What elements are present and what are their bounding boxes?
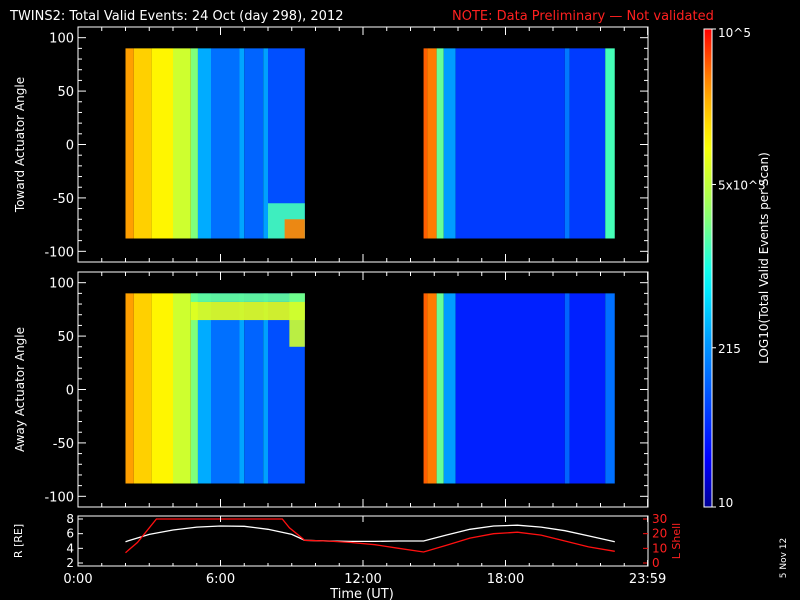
colorbar-label: LOG10(Total Valid Events per Scan) <box>757 152 771 364</box>
left-tick-label: 8 <box>66 512 74 526</box>
heatmap-cell-1-1 <box>427 48 437 239</box>
y-tick-label: 100 <box>49 32 74 47</box>
lshell-series-line <box>125 518 615 554</box>
heatmap-cell-0-7 <box>239 293 245 484</box>
radius-ylabel: R [RE] <box>12 524 25 558</box>
right-tick-label: 0 <box>652 556 660 570</box>
radius-series-line <box>125 524 615 543</box>
heatmap-cell-1-0 <box>423 293 428 484</box>
heatmap-cell-0-4 <box>190 48 198 239</box>
heatmap-cell-0-9 <box>263 293 268 484</box>
y-tick-label: -100 <box>44 245 74 260</box>
heatmap-cell-0-8 <box>244 48 264 239</box>
heatmap-cell-1-2 <box>436 293 444 484</box>
heatmap-cell-0-6 <box>211 293 240 484</box>
away-angle-ylabel: Away Actuator Angle <box>13 327 27 452</box>
colorbar-frame <box>703 28 713 508</box>
lshell-ylabel: L Shell <box>670 523 683 559</box>
toward-angle-ylabel: Toward Actuator Angle <box>13 77 27 213</box>
heatmap-patch-0-1 <box>284 219 305 239</box>
heatmap-cell-0-1 <box>133 48 152 239</box>
colorbar-tick-label: 10 <box>718 496 733 510</box>
y-tick-label: -100 <box>44 490 74 505</box>
heatmap-cell-0-2 <box>151 48 173 239</box>
left-tick-label: 2 <box>66 556 74 570</box>
x-tick-label: 23:59 <box>629 572 666 587</box>
preliminary-note: NOTE: Data Preliminary — Not validated <box>452 9 714 24</box>
heatmap-cell-0-9 <box>263 48 268 239</box>
heatmap-cell-0-7 <box>239 48 245 239</box>
heatmap-cell-1-3 <box>443 293 456 484</box>
heatmap-cell-1-0 <box>423 48 428 239</box>
y-tick-label: -50 <box>53 437 74 452</box>
y-tick-label: -50 <box>53 192 74 207</box>
chart-title: TWINS2: Total Valid Events: 24 Oct (day … <box>9 9 344 24</box>
y-tick-label: 50 <box>57 330 74 345</box>
x-tick-label: 12:00 <box>344 572 381 587</box>
toward-angle-panel: -100 -50 0 50 100 <box>44 26 649 263</box>
generation-date: 5 Nov 12 <box>779 538 789 578</box>
heatmap-cell-1-7 <box>605 293 615 484</box>
y-tick-label: 100 <box>49 277 74 292</box>
heatmap-cell-0-1 <box>133 293 152 484</box>
heatmap-cell-0-5 <box>197 48 211 239</box>
time-xlabel: Time (UT) <box>329 587 394 600</box>
colorbar-tick-label: 5x10^3 <box>718 178 766 192</box>
heatmap-cell-0-4 <box>190 293 198 484</box>
colorbar: 10 215 5x10^3 10^5 <box>703 26 766 510</box>
heatmap-patch-0-0 <box>190 301 305 321</box>
heatmap-cell-1-4 <box>455 293 565 484</box>
x-tick-label: 6:00 <box>206 572 235 587</box>
heatmap-cell-0-0 <box>125 293 134 484</box>
heatmap-cell-1-4 <box>455 48 565 239</box>
heatmap-cell-1-6 <box>569 293 606 484</box>
heatmap-patch-0-1 <box>289 293 305 347</box>
right-tick-label: 10 <box>652 541 667 555</box>
x-tick-label: 18:00 <box>487 572 524 587</box>
heatmap-cell-1-3 <box>443 48 456 239</box>
heatmap-cell-0-5 <box>197 293 211 484</box>
heatmap-cell-1-6 <box>569 48 606 239</box>
heatmap-cell-0-3 <box>173 293 191 484</box>
away-angle-panel: -100 -50 0 50 100 <box>44 271 649 508</box>
heatmap-cell-1-2 <box>436 48 444 239</box>
heatmap-cell-1-5 <box>564 48 570 239</box>
heatmap-cell-0-6 <box>211 48 240 239</box>
colorbar-tick-label: 215 <box>718 342 741 356</box>
heatmap-cell-0-2 <box>151 293 173 484</box>
heatmap-cell-0-8 <box>244 293 264 484</box>
left-tick-label: 6 <box>66 527 74 541</box>
y-tick-label: 0 <box>66 139 74 154</box>
colorbar-tick-label: 10^5 <box>718 26 751 40</box>
y-tick-label: 0 <box>66 384 74 399</box>
left-tick-label: 4 <box>66 541 74 555</box>
heatmap-cell-0-0 <box>125 48 134 239</box>
right-tick-label: 20 <box>652 527 667 541</box>
colorbar-fill <box>704 29 712 507</box>
heatmap-cell-0-3 <box>173 48 191 239</box>
y-tick-label: 50 <box>57 85 74 100</box>
heatmap-cell-1-1 <box>427 293 437 484</box>
heatmap-patch-0-2 <box>190 293 305 302</box>
heatmap-cell-1-7 <box>605 48 615 239</box>
right-tick-label: 30 <box>652 512 667 526</box>
heatmap-cell-1-5 <box>564 293 570 484</box>
x-tick-label: 0:00 <box>63 572 92 587</box>
